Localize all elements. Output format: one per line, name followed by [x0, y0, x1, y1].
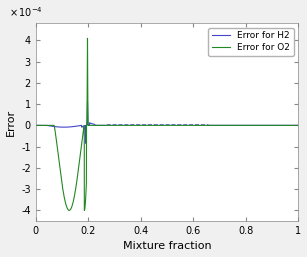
Error for O2	[192, 124, 195, 127]
Line: Error for O2: Error for O2	[36, 38, 298, 210]
Error for H2	[34, 124, 37, 127]
Error for O2	[230, 124, 234, 127]
X-axis label: Mixture fraction: Mixture fraction	[123, 241, 211, 251]
Error for H2	[60, 126, 64, 129]
Error for O2	[82, 128, 85, 131]
Error for H2	[103, 124, 107, 127]
Error for H2	[83, 124, 87, 127]
Error for H2	[62, 126, 65, 129]
Error for H2	[54, 125, 58, 128]
Line: Error for H2: Error for H2	[36, 102, 105, 143]
Error for H2	[84, 142, 88, 145]
Legend: Error for H2, Error for O2: Error for H2, Error for O2	[208, 28, 294, 56]
Error for O2	[86, 37, 89, 40]
Y-axis label: Error: Error	[6, 109, 16, 136]
Error for O2	[250, 124, 254, 127]
Error for H2	[99, 124, 102, 127]
Error for O2	[34, 124, 37, 127]
Error for H2	[82, 125, 85, 128]
Error for H2	[86, 100, 89, 104]
Error for O2	[297, 124, 300, 127]
Error for O2	[134, 124, 138, 127]
Text: $\times\,10^{-4}$: $\times\,10^{-4}$	[10, 6, 43, 19]
Error for O2	[67, 209, 71, 212]
Error for O2	[205, 124, 208, 127]
